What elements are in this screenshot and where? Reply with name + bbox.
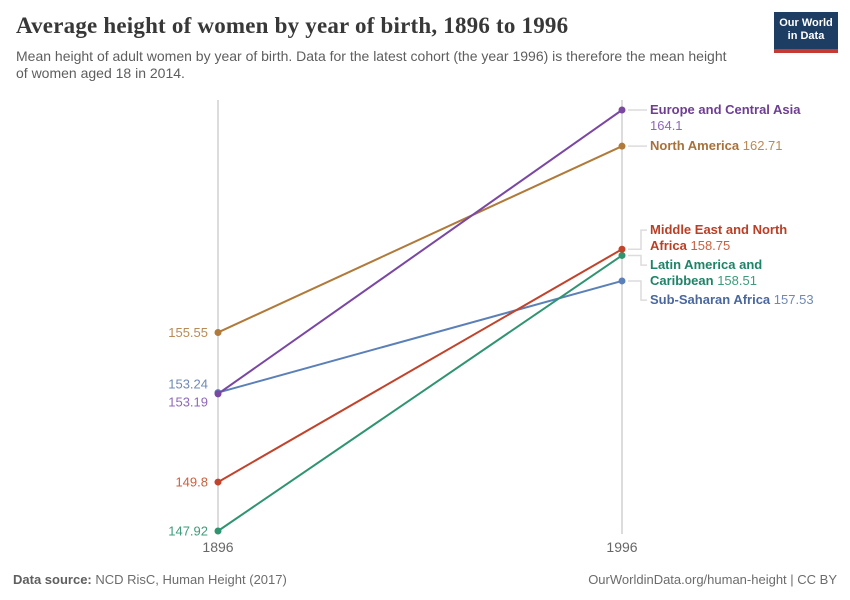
series-dot-end-north-america[interactable] <box>618 142 626 150</box>
series-label-europe-and-central-asia[interactable]: Europe and Central Asia 164.1 <box>650 102 816 133</box>
series-label-middle-east-and-north-africa[interactable]: Middle East and North Africa 158.75 <box>650 222 816 253</box>
label-connector-middle-east-and-north-africa <box>628 229 647 250</box>
owid-logo[interactable]: Our World in Data <box>774 12 838 53</box>
logo-stripe <box>774 49 838 53</box>
start-value-middle-east-and-north-africa: 149.8 <box>175 475 208 490</box>
series-name: Middle East and North Africa <box>650 222 788 253</box>
series-label-sub-saharan-africa[interactable]: Sub-Saharan Africa 157.53 <box>650 292 816 308</box>
series-end-value: 164.1 <box>650 117 683 133</box>
series-line-north-america[interactable] <box>217 145 623 334</box>
series-line-sub-saharan-africa[interactable] <box>217 279 623 394</box>
series-end-value: 158.75 <box>690 237 731 253</box>
start-value-latin-america-and-caribbean: 147.92 <box>168 524 208 539</box>
start-value-europe-and-central-asia: 153.19 <box>168 395 208 410</box>
x-tick-label-1996: 1996 <box>606 539 637 555</box>
series-label-north-america[interactable]: North America 162.71 <box>650 138 816 154</box>
data-source-text: NCD RisC, Human Height (2017) <box>91 572 287 587</box>
start-value-sub-saharan-africa: 153.24 <box>168 377 208 392</box>
series-dot-end-latin-america-and-caribbean[interactable] <box>618 251 626 259</box>
x-tick-label-1896: 1896 <box>202 539 233 555</box>
series-name: Sub-Saharan Africa <box>650 292 771 308</box>
chart-subtitle: Mean height of adult women by year of bi… <box>16 48 727 81</box>
series-end-value: 158.51 <box>717 272 757 288</box>
series-line-latin-america-and-caribbean[interactable] <box>217 254 623 532</box>
series-line-europe-and-central-asia[interactable] <box>217 109 623 395</box>
series-label-latin-america-and-caribbean[interactable]: Latin America and Caribbean 158.51 <box>650 257 816 288</box>
label-connector-sub-saharan-africa <box>628 280 647 301</box>
series-dot-start-north-america[interactable] <box>214 328 222 336</box>
data-source: Data source: NCD RisC, Human Height (201… <box>13 572 287 587</box>
series-name: North America <box>650 138 740 154</box>
series-end-value: 157.53 <box>773 292 814 308</box>
logo-text: Our World in Data <box>774 12 838 49</box>
series-name: Latin America and Caribbean <box>650 257 763 288</box>
series-dot-start-latin-america-and-caribbean[interactable] <box>214 527 222 535</box>
series-line-middle-east-and-north-africa[interactable] <box>217 248 623 483</box>
logo-line1: Our World <box>779 17 833 29</box>
start-value-north-america: 155.55 <box>168 325 208 340</box>
footer-link[interactable]: OurWorldinData.org/human-height | CC BY <box>588 572 837 587</box>
series-end-value: 162.71 <box>742 138 783 154</box>
series-name: Europe and Central Asia <box>650 102 801 117</box>
series-dot-start-europe-and-central-asia[interactable] <box>214 390 222 398</box>
series-dot-start-middle-east-and-north-africa[interactable] <box>214 478 222 486</box>
chart-title: Average height of women by year of birth… <box>16 13 569 38</box>
data-source-label: Data source: <box>13 572 92 587</box>
series-dot-end-sub-saharan-africa[interactable] <box>618 277 626 285</box>
logo-line2: in Data <box>787 30 825 42</box>
series-dot-end-europe-and-central-asia[interactable] <box>618 106 626 114</box>
label-connector-latin-america-and-caribbean <box>628 254 647 266</box>
series-dot-end-middle-east-and-north-africa[interactable] <box>618 245 626 253</box>
